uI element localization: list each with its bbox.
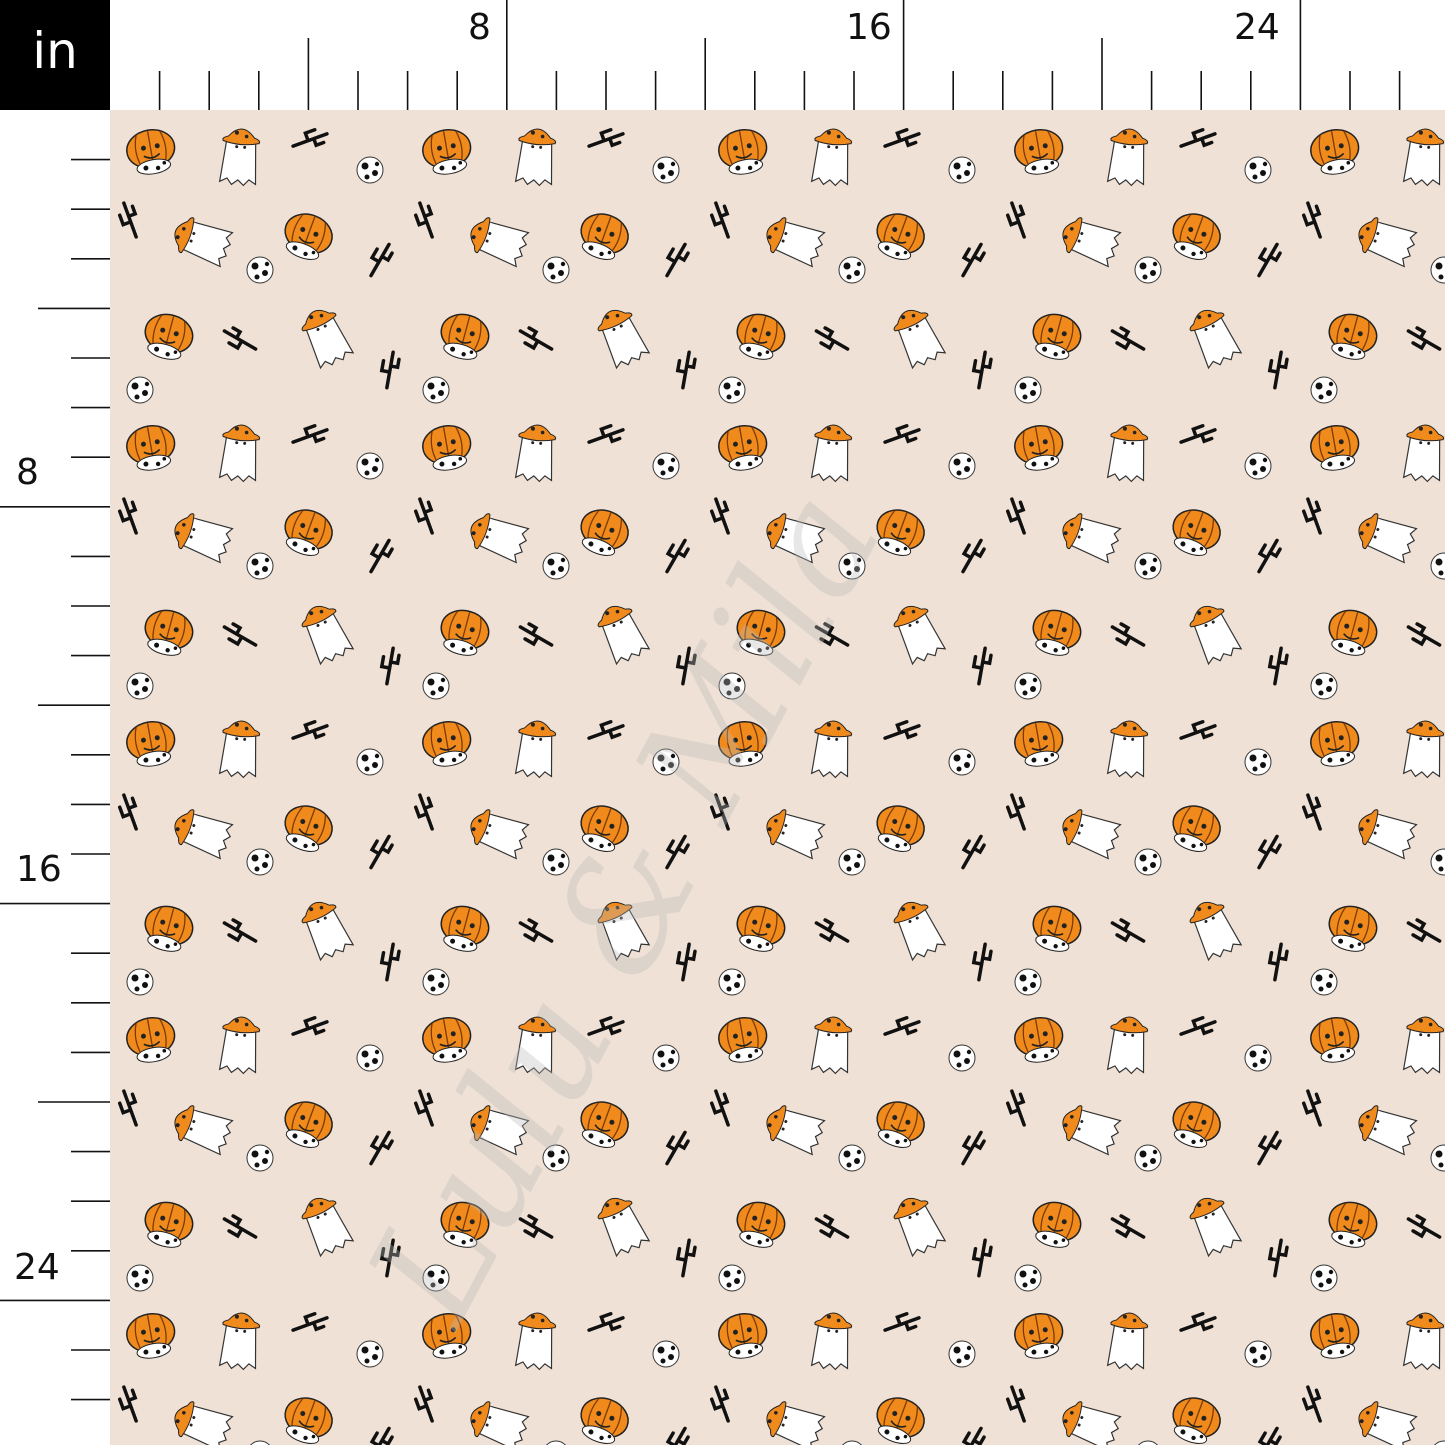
left-ruler: 8 16 24 [0, 110, 110, 1445]
top-ruler-label-8: 8 [468, 7, 491, 48]
top-ruler: 8 16 24 [110, 0, 1445, 110]
left-ruler-label-16: 16 [16, 849, 62, 890]
top-ruler-ticks [158, 0, 1401, 110]
left-ruler-ticks [0, 158, 110, 1401]
top-ruler-label-16: 16 [846, 7, 892, 48]
unit-label: in [0, 0, 110, 110]
fabric-pattern: Lulu & Mila [110, 110, 1445, 1445]
fabric-print: Lulu & Mila [110, 110, 1445, 1445]
left-ruler-label-24: 24 [14, 1247, 60, 1288]
motif-repeat [110, 110, 1445, 1445]
left-ruler-label-8: 8 [16, 452, 39, 493]
top-ruler-label-24: 24 [1234, 7, 1280, 48]
